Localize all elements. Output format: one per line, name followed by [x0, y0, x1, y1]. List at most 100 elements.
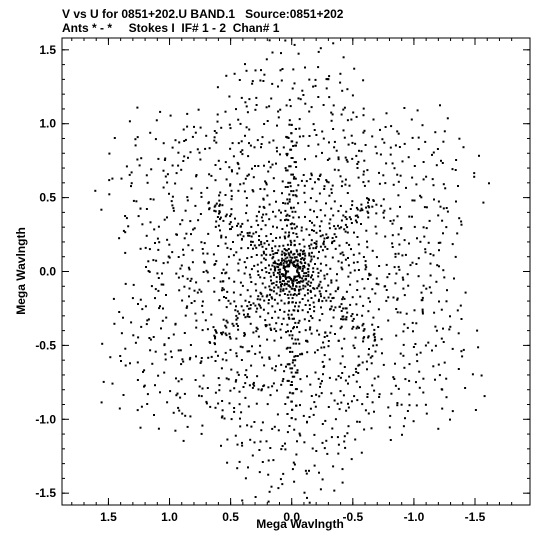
uv-point	[342, 307, 345, 310]
uv-point	[438, 374, 441, 377]
uv-point	[363, 336, 366, 339]
uv-point	[278, 209, 281, 212]
uv-point	[234, 380, 237, 383]
uv-point	[220, 331, 223, 334]
uv-point	[292, 327, 295, 330]
uv-point	[271, 51, 274, 54]
uv-point	[170, 200, 173, 203]
uv-point	[294, 128, 297, 130]
uv-point	[323, 346, 326, 349]
uv-point	[358, 363, 361, 366]
uv-point	[186, 112, 189, 115]
uv-point	[280, 363, 283, 366]
uv-point	[282, 244, 285, 247]
uv-point	[316, 267, 319, 270]
uv-point	[321, 130, 324, 133]
uv-point	[296, 309, 299, 312]
uv-point	[341, 355, 344, 358]
uv-point	[218, 212, 220, 215]
uv-point	[308, 110, 311, 113]
uv-point	[305, 180, 308, 183]
uv-point	[111, 177, 114, 180]
uv-point	[315, 134, 318, 136]
uv-point	[363, 184, 366, 187]
uv-point	[319, 235, 322, 238]
uv-point	[225, 334, 228, 337]
uv-point	[174, 139, 177, 142]
uv-point	[312, 123, 315, 126]
uv-point	[164, 353, 167, 356]
uv-point	[415, 183, 418, 186]
uv-point	[298, 342, 301, 345]
uv-point	[147, 260, 150, 263]
uv-point	[315, 231, 318, 234]
uv-point	[340, 219, 343, 222]
uv-point	[286, 280, 289, 283]
uv-point	[464, 291, 467, 294]
uv-point	[336, 402, 339, 405]
uv-point	[264, 180, 267, 183]
uv-point	[163, 159, 166, 161]
uv-point	[283, 302, 286, 305]
uv-point	[215, 220, 218, 223]
uv-point	[334, 247, 337, 250]
uv-point	[267, 473, 270, 476]
uv-point	[291, 408, 294, 411]
uv-point	[157, 427, 160, 430]
uv-point	[327, 284, 330, 287]
uv-point	[271, 316, 274, 319]
uv-point	[403, 366, 406, 369]
uv-point	[471, 373, 474, 376]
uv-point	[128, 120, 131, 123]
uv-point	[302, 414, 305, 417]
uv-point	[288, 200, 291, 203]
uv-point	[289, 181, 292, 184]
uv-point	[286, 186, 289, 188]
uv-point	[285, 260, 288, 263]
uv-point	[190, 233, 192, 236]
uv-point	[310, 243, 313, 246]
uv-point	[334, 290, 337, 293]
uv-point	[283, 282, 286, 285]
uv-point	[253, 264, 256, 267]
uv-point	[406, 273, 409, 276]
uv-point	[328, 376, 331, 379]
uv-point	[304, 278, 307, 281]
uv-point	[350, 458, 353, 461]
uv-point	[357, 160, 360, 163]
uv-point	[382, 216, 385, 219]
uv-point	[362, 181, 365, 184]
uv-point	[239, 281, 242, 284]
uv-point	[319, 385, 321, 388]
uv-point	[120, 360, 122, 362]
uv-point	[314, 247, 317, 250]
uv-point	[331, 184, 334, 187]
uv-point	[338, 244, 341, 247]
uv-point	[284, 209, 287, 212]
uv-point	[325, 439, 328, 442]
uv-point	[155, 119, 158, 122]
uv-point	[254, 352, 257, 355]
uv-point	[425, 412, 428, 415]
uv-point	[296, 270, 299, 273]
uv-point	[440, 337, 443, 340]
uv-point	[193, 227, 196, 230]
uv-point	[225, 74, 228, 77]
uv-point	[240, 96, 243, 99]
uv-point	[295, 256, 298, 259]
uv-point	[382, 198, 385, 201]
uv-point	[253, 441, 256, 444]
uv-point	[306, 288, 309, 291]
uv-point	[290, 173, 293, 176]
uv-point	[295, 189, 298, 192]
uv-point	[398, 268, 401, 271]
uv-point	[108, 179, 111, 182]
uv-point	[337, 375, 340, 378]
uv-point	[372, 316, 375, 319]
uv-point	[178, 409, 181, 412]
uv-point	[406, 326, 409, 329]
uv-point	[421, 308, 424, 311]
uv-point	[341, 372, 344, 374]
uv-point	[292, 284, 294, 287]
uv-point	[195, 175, 198, 178]
